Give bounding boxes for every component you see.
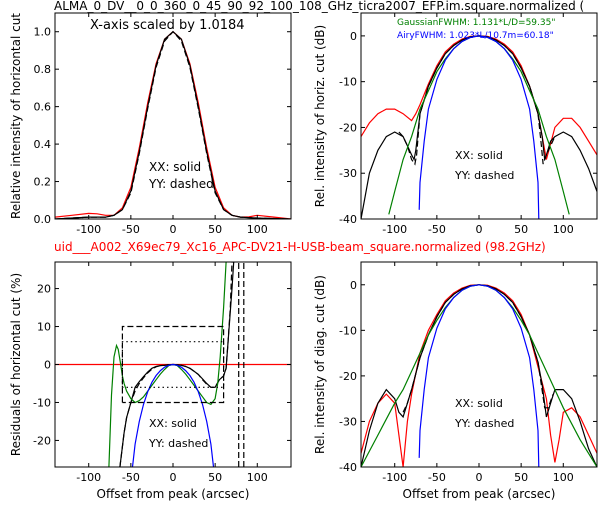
legend-entry-ax2-0: GaussianFWHM: 1.131*L/D=59.35" bbox=[397, 18, 555, 28]
x-tick-label-ax4: 0 bbox=[476, 471, 483, 484]
plot-ax1: -100 -50 0 50 100 0.0 0.2 0.4 0.6 0.8 1.0 Relative … bbox=[9, 12, 292, 236]
x-tick-label-ax4: 50 bbox=[514, 471, 528, 484]
x-tick-label-ax3: -50 bbox=[122, 471, 140, 484]
series-line-ax2-3 bbox=[388, 35, 570, 215]
x-tick-label-ax3: 50 bbox=[208, 471, 222, 484]
series-line-ax4-3 bbox=[361, 284, 597, 467]
x-tick-label-ax2: 0 bbox=[476, 223, 483, 236]
figure-title-top: ALMA_0_DV__0_0_360_0_45_90_92_100_108_GH… bbox=[54, 0, 584, 13]
x-axis-label-ax4: Offset from peak (arcsec) bbox=[403, 487, 556, 501]
y-tick-label-ax4: -10 bbox=[339, 324, 357, 337]
y-tick-label-ax2: -30 bbox=[339, 167, 357, 180]
x-tick-label-ax3: 0 bbox=[170, 471, 177, 484]
y-tick-label-ax3: -20 bbox=[33, 434, 51, 447]
series-group-ax1 bbox=[55, 30, 291, 219]
y-tick-label-ax2: -40 bbox=[339, 213, 357, 226]
series-line-ax3-6 bbox=[121, 341, 225, 388]
x-tick-label-ax1: 50 bbox=[208, 223, 222, 236]
y-tick-label-ax1: 0.0 bbox=[34, 213, 52, 226]
series-group-ax4 bbox=[361, 284, 597, 467]
x-tick-label-ax4: -100 bbox=[382, 471, 407, 484]
series-line-ax3-4 bbox=[131, 363, 215, 467]
annotation-ax1-1: XX: solid bbox=[149, 160, 201, 174]
annotation-ax3-0: XX: solid bbox=[149, 417, 197, 430]
annotation-ax1-0: X-axis scaled by 1.0184 bbox=[90, 18, 245, 33]
x-tick-label-ax1: -50 bbox=[122, 223, 140, 236]
axes-layer: -100 -50 0 50 1000.00.20.40.60.81.0Relative … bbox=[9, 12, 598, 501]
annotation-ax3-1: YY: dashed bbox=[148, 437, 208, 450]
axes-frame-ax2 bbox=[360, 12, 598, 220]
x-tick-label-ax2: 100 bbox=[553, 223, 574, 236]
y-tick-label-ax4: -40 bbox=[339, 461, 357, 474]
series-line-ax2-4 bbox=[418, 35, 540, 219]
y-tick-label-ax3: 20 bbox=[37, 283, 51, 296]
series-line-ax2-1 bbox=[361, 35, 597, 219]
y-tick-label-ax1: 0.2 bbox=[34, 176, 52, 189]
x-tick-label-ax2: -100 bbox=[382, 223, 407, 236]
axes-frame-ax4 bbox=[360, 261, 598, 468]
x-tick-label-ax4: -50 bbox=[428, 471, 446, 484]
x-tick-label-ax1: 0 bbox=[170, 223, 177, 236]
legend-entry-ax2-1: AiryFWHM: 1.023*L/10.7m=60.18" bbox=[397, 31, 554, 41]
y-tick-label-ax1: 0.8 bbox=[34, 63, 52, 76]
x-tick-label-ax4: 100 bbox=[553, 471, 574, 484]
series-line-ax4-0 bbox=[361, 284, 597, 467]
series-line-ax4-2 bbox=[402, 284, 554, 413]
y-tick-label-ax4: 0 bbox=[350, 279, 357, 292]
series-group-ax3 bbox=[55, 262, 291, 467]
x-axis-label-ax3: Offset from peak (arcsec) bbox=[97, 487, 250, 501]
y-tick-label-ax4: -30 bbox=[339, 415, 357, 428]
series-line-ax4-4 bbox=[418, 284, 540, 467]
series-line-ax1-2 bbox=[55, 30, 291, 219]
y-axis-label-ax1: Relative intensity of horizontal cut bbox=[9, 13, 23, 219]
series-line-ax3-5 bbox=[121, 325, 225, 404]
x-tick-label-ax1: -100 bbox=[76, 223, 101, 236]
y-tick-label-ax1: 0.4 bbox=[34, 138, 52, 151]
annotation-ax2-1: YY: dashed bbox=[454, 169, 514, 182]
y-tick-label-ax2: -10 bbox=[339, 76, 357, 89]
annotation-ax4-1: YY: dashed bbox=[454, 417, 514, 430]
x-tick-label-ax3: -100 bbox=[76, 471, 101, 484]
annotation-ax1-2: YY: dashed bbox=[148, 177, 214, 191]
y-tick-label-ax4: -20 bbox=[339, 370, 357, 383]
y-tick-label-ax3: -10 bbox=[33, 396, 51, 409]
y-tick-label-ax3: 10 bbox=[37, 321, 51, 334]
y-axis-label-ax3: Residuals of horizontal cut (%) bbox=[9, 273, 23, 456]
series-group-ax2 bbox=[361, 35, 597, 219]
series-line-ax3-3 bbox=[108, 262, 227, 467]
x-tick-label-ax2: 50 bbox=[514, 223, 528, 236]
y-axis-label-ax4: Rel. intensity of diag. cut (dB) bbox=[313, 275, 327, 454]
figure-title-mid: uid___A002_X69ec79_Xc16_APC-DV21-H-USB-b… bbox=[54, 240, 546, 254]
annotation-ax2-0: XX: solid bbox=[455, 149, 503, 162]
y-axis-label-ax2: Rel. intensity of horiz. cut (dB) bbox=[313, 25, 327, 207]
series-line-ax3-1 bbox=[119, 262, 235, 467]
y-tick-label-ax2: 0 bbox=[350, 30, 357, 43]
series-line-ax2-0 bbox=[361, 35, 597, 160]
series-line-ax2-2 bbox=[398, 35, 556, 166]
y-tick-label-ax2: -20 bbox=[339, 121, 357, 134]
series-line-ax4-1 bbox=[361, 284, 597, 467]
y-tick-label-ax1: 0.6 bbox=[34, 101, 52, 114]
x-tick-label-ax3: 100 bbox=[247, 471, 268, 484]
y-tick-label-ax3: 0 bbox=[44, 359, 51, 372]
x-tick-label-ax2: -50 bbox=[428, 223, 446, 236]
y-tick-label-ax1: 1.0 bbox=[34, 26, 52, 39]
annotation-ax4-0: XX: solid bbox=[455, 397, 503, 410]
x-tick-label-ax1: 100 bbox=[247, 223, 268, 236]
